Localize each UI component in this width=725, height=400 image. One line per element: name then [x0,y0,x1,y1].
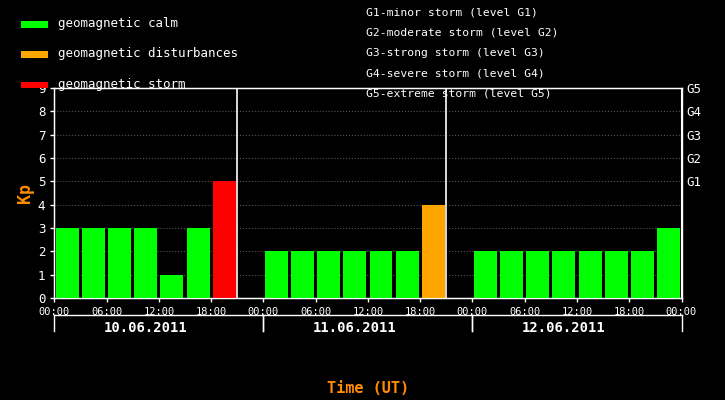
Text: Time (UT): Time (UT) [327,381,410,396]
Text: G1-minor storm (level G1): G1-minor storm (level G1) [366,8,538,18]
Bar [526,251,550,298]
Text: G2-moderate storm (level G2): G2-moderate storm (level G2) [366,28,558,38]
Text: G3-strong storm (level G3): G3-strong storm (level G3) [366,48,544,58]
Y-axis label: Kp: Kp [16,183,33,203]
Bar [500,251,523,298]
Bar [82,228,105,298]
Bar [631,251,654,298]
Text: G4-severe storm (level G4): G4-severe storm (level G4) [366,68,544,78]
Text: 10.06.2011: 10.06.2011 [104,320,188,334]
Bar [21,82,48,88]
Text: G5-extreme storm (level G5): G5-extreme storm (level G5) [366,89,552,99]
Bar [21,21,48,28]
Bar [186,228,210,298]
Bar [318,251,340,298]
Text: geomagnetic disturbances: geomagnetic disturbances [58,47,238,60]
Text: 11.06.2011: 11.06.2011 [313,320,397,334]
Bar [657,228,680,298]
Bar [579,251,602,298]
Bar [212,181,236,298]
Bar [21,51,48,58]
Bar [265,251,288,298]
Bar [552,251,576,298]
Bar [134,228,157,298]
Bar [474,251,497,298]
Bar [344,251,366,298]
Bar [605,251,628,298]
Bar [160,275,183,298]
Bar [422,205,444,298]
Bar [56,228,79,298]
Bar [396,251,418,298]
Bar [108,228,131,298]
Text: geomagnetic storm: geomagnetic storm [58,78,186,90]
Text: geomagnetic calm: geomagnetic calm [58,17,178,30]
Bar [291,251,314,298]
Text: 12.06.2011: 12.06.2011 [522,320,606,334]
Bar [370,251,392,298]
